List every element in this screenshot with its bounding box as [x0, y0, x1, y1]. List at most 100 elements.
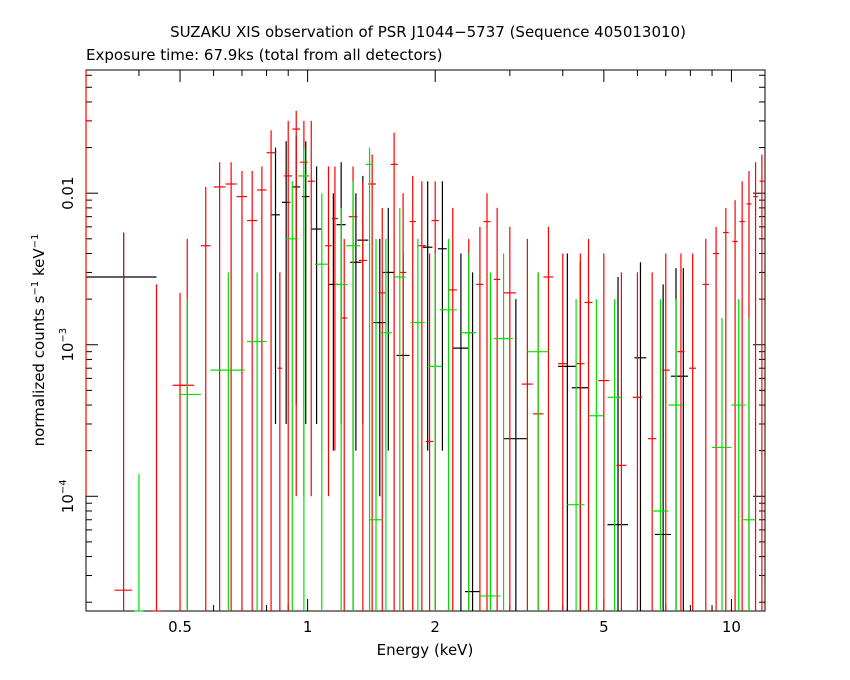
data-point: [584, 238, 593, 611]
data-point: [334, 207, 348, 611]
data-point: [452, 253, 469, 611]
data-point: [616, 272, 627, 611]
data-point: [661, 253, 670, 611]
data-point: [731, 299, 746, 611]
data-point: [378, 207, 386, 611]
data-point: [678, 268, 689, 611]
y-tick-label: 10−3: [58, 328, 77, 362]
data-point: [722, 207, 729, 611]
data-point: [328, 193, 339, 451]
data-point: [394, 207, 406, 611]
data-point: [302, 141, 310, 424]
data-point: [210, 272, 245, 611]
data-point: [588, 299, 604, 611]
x-tick-label: 5: [599, 618, 609, 636]
data-point: [598, 253, 610, 611]
data-point: [607, 276, 628, 611]
data-point: [464, 272, 480, 611]
y-axis-label-exp1: −1: [30, 281, 41, 296]
data-point: [521, 238, 533, 611]
x-tick-label: 1: [303, 618, 313, 636]
data-point: [307, 120, 315, 497]
data-point: [266, 130, 276, 611]
data-point: [213, 162, 226, 611]
data-point: [311, 166, 322, 424]
chart-title: SUZAKU XIS observation of PSR J1044−5737…: [170, 23, 686, 41]
data-point: [114, 232, 132, 611]
data-point: [314, 193, 329, 611]
data-point: [753, 162, 758, 611]
data-point: [460, 253, 477, 611]
data-point: [257, 166, 267, 611]
data-point: [652, 299, 669, 611]
y-axis-label-unit: keV: [30, 248, 48, 276]
data-point: [350, 193, 362, 451]
data-point: [281, 141, 291, 424]
data-point: [503, 226, 516, 611]
data-point: [152, 284, 161, 612]
data-point: [85, 70, 93, 497]
data-point: [373, 238, 386, 497]
data-point: [247, 171, 258, 611]
x-axis-label: Energy (keV): [377, 641, 474, 659]
data-point: [410, 238, 425, 611]
data-point: [369, 238, 383, 611]
data-point: [739, 181, 745, 611]
data-point: [483, 193, 491, 611]
data-point: [543, 226, 554, 611]
data-point: [379, 238, 392, 611]
y-axis-label-exp2: −1: [30, 234, 41, 249]
data-point: [358, 181, 367, 611]
data-point: [298, 147, 310, 611]
data-point: [345, 181, 361, 611]
data-point: [437, 181, 447, 451]
data-series: [85, 70, 765, 612]
data-point: [422, 181, 433, 451]
data-point: [271, 147, 280, 424]
data-point: [567, 299, 585, 611]
data-point: [427, 253, 443, 611]
data-point: [503, 299, 528, 611]
data-point: [527, 272, 549, 611]
data-point: [382, 207, 395, 451]
data-point: [277, 272, 282, 611]
data-point: [236, 171, 248, 611]
data-point: [134, 474, 144, 612]
x-tick-label: 2: [430, 618, 440, 636]
data-point: [632, 272, 642, 611]
chart-subtitle: Exposure time: 67.9ks (total from all de…: [86, 46, 442, 64]
data-point: [409, 175, 416, 611]
data-point: [493, 253, 513, 611]
y-tick-label: 10−4: [58, 479, 77, 513]
data-point: [647, 272, 657, 611]
data-point: [742, 318, 756, 611]
series-0: [86, 135, 689, 611]
data-point: [365, 147, 374, 611]
data-point: [172, 292, 188, 611]
x-axis: 0.5 1 2 5 10: [85, 70, 741, 636]
data-point: [576, 253, 585, 611]
data-point: [180, 299, 201, 611]
data-point: [702, 238, 709, 611]
data-point: [225, 162, 237, 611]
data-point: [286, 181, 299, 611]
data-point: [325, 166, 332, 497]
data-point: [417, 181, 426, 611]
data-point: [341, 238, 348, 611]
x-tick-label: 10: [722, 618, 741, 636]
data-point: [448, 207, 457, 611]
data-point: [759, 154, 765, 611]
y-axis-label: normalized counts s−1 keV−1: [30, 234, 48, 447]
data-point: [331, 166, 339, 451]
data-point: [634, 262, 647, 611]
data-point: [439, 238, 457, 611]
data-point: [390, 132, 398, 611]
svg-text:normalized counts s−1 keV−1: normalized counts s−1 keV−1: [30, 234, 48, 447]
y-axis: 10−4 10−3 0.01: [58, 74, 765, 603]
y-tick-label: 0.01: [59, 176, 77, 209]
data-point: [479, 272, 501, 611]
data-point: [677, 253, 685, 611]
data-point: [558, 253, 577, 611]
data-point: [654, 284, 671, 611]
data-point: [668, 299, 684, 611]
